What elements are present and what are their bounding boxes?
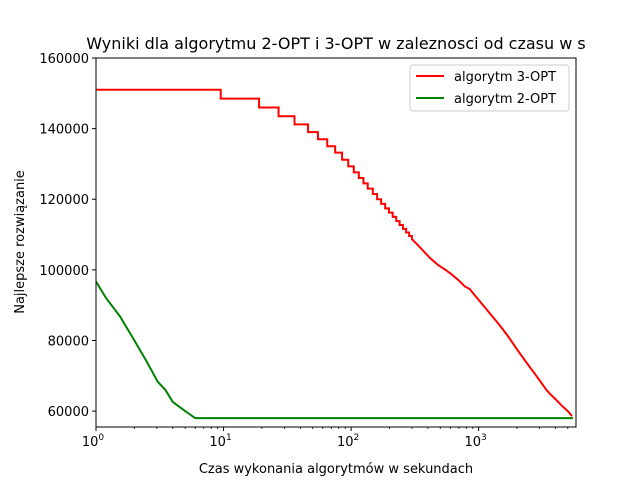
y-axis-label: Najlepsze rozwiązanie <box>13 170 28 314</box>
y-tick-label-60000: 60000 <box>48 405 89 420</box>
x-tick-label-10: 101 <box>209 433 231 450</box>
plot-area: 60000 80000 100000 120000 140000 160000 100 101… <box>39 52 577 450</box>
axes-frame <box>95 57 577 428</box>
x-tick-label-100: 102 <box>337 433 359 450</box>
chart-title: Wyniki dla algorytmu 2-OPT i 3-OPT w zal… <box>86 34 586 53</box>
legend: algorytm 3-OPT algorytm 2-OPT <box>409 64 570 112</box>
x-tick-label-1: 100 <box>82 433 105 450</box>
y-tick-label-140000: 140000 <box>39 123 89 138</box>
legend-label-3opt: algorytm 3-OPT <box>454 70 556 85</box>
x-tick-label-1000: 103 <box>464 433 486 450</box>
y-tick-label-100000: 100000 <box>39 264 89 279</box>
y-tick-label-80000: 80000 <box>48 334 89 349</box>
y-tick-label-160000: 160000 <box>39 52 89 67</box>
series-line-1 <box>96 280 574 420</box>
x-axis-label: Czas wykonania algorytmów w sekundach <box>199 462 473 477</box>
y-tick-label-120000: 120000 <box>39 193 89 208</box>
legend-box <box>409 64 570 112</box>
legend-label-2opt: algorytm 2-OPT <box>454 92 556 107</box>
series-line-0 <box>96 88 573 417</box>
